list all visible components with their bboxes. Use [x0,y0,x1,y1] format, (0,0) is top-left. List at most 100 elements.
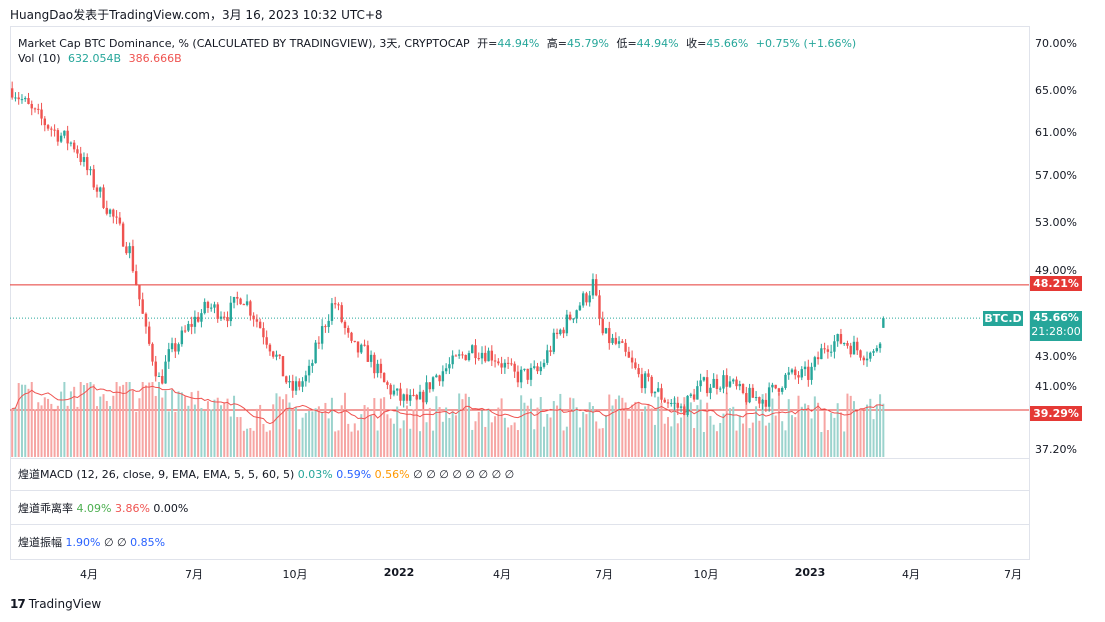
volume-bar [562,430,565,457]
volume-bar [539,397,542,457]
candle-body [236,296,239,299]
macd-value-2: 0.59% [336,468,372,481]
volume-bar [611,405,614,457]
candle-body [513,363,516,372]
pane-separator[interactable] [10,458,1029,459]
volume-bar [190,392,193,457]
volume-bar [79,382,82,457]
volume-bar [203,411,206,457]
candle-body [134,271,138,285]
pane-separator[interactable] [10,524,1029,525]
volume-bar [383,397,386,457]
volume-bar [158,382,161,457]
high-value: 45.79% [567,37,609,50]
candle-body [859,350,862,358]
volume-bar [174,411,177,457]
candle-body [539,366,542,372]
volume-bar [728,408,731,457]
candle-body [288,381,291,383]
candle-body [559,329,562,335]
candle-body [89,169,92,171]
deviation-value-2: 3.86% [114,502,150,515]
volume-bar [184,396,187,457]
low-value: 44.94% [636,37,679,50]
candle-body [673,402,676,404]
candle-body [294,381,298,391]
volume-bar [830,412,833,457]
candle-body [882,318,885,328]
volume-bar [122,384,125,457]
candle-body [735,379,738,387]
candle-body [474,345,477,359]
candle-body [660,388,663,400]
candle-body [787,372,790,375]
candle-body [167,349,170,362]
candle-body [585,293,588,303]
volume-bar [833,417,836,457]
volume-bar [422,395,425,457]
amplitude-indicator-legend[interactable]: 煌道振幅 1.90% ∅ ∅ 0.85% [18,534,165,550]
volume-bar [115,382,118,457]
volume-bar [389,418,392,457]
volume-bar [709,415,712,457]
volume-bar [386,414,389,457]
candle-body [360,344,363,353]
volume-bar [40,405,43,457]
publish-caption: HuangDao发表于TradingView.com，3月 16, 2023 1… [10,8,383,22]
volume-bar [66,405,69,457]
volume-bar [30,382,33,457]
candle-body [33,108,37,110]
candle-body [467,353,471,361]
volume-legend: Vol (10) 632.054B 386.666B [18,52,186,65]
y-tick: 53.00% [1035,216,1077,229]
candle-body [774,384,777,389]
candle-body [213,304,216,308]
amplitude-empty-values: ∅ ∅ [103,536,127,549]
volume-bar [556,405,559,457]
candle-body [170,343,174,350]
volume-bar [11,408,14,457]
volume-bar [210,409,213,457]
candle-body [196,316,200,322]
candle-body [415,395,418,400]
candle-body [519,369,523,383]
volume-bar [461,399,464,457]
candle-body [177,344,180,352]
volume-bar [76,406,79,457]
candle-body [425,382,428,403]
tv-logo-icon: 17 [10,597,26,611]
pane-separator[interactable] [10,490,1029,491]
candle-body [451,355,454,365]
series-title: Market Cap BTC Dominance, % (CALCULATED … [18,37,470,50]
candle-body [183,330,187,332]
deviation-indicator-legend[interactable]: 煌道乖离率 4.09% 3.86% 0.00% [18,500,188,516]
candle-body [454,355,458,357]
candle-body [252,315,255,320]
x-tick: 7月 [595,568,613,581]
volume-bar [637,402,640,457]
candle-body [555,332,559,335]
price-axis[interactable] [1029,26,1105,560]
volume-bar [285,394,288,457]
symbol-badge: BTC.D [983,311,1023,326]
y-tick: 65.00% [1035,84,1077,97]
volume-bar [673,397,676,457]
candle-body [121,223,125,247]
candle-body [232,296,236,303]
volume-bar [608,394,611,457]
volume-bar [324,402,327,457]
candle-body [856,341,859,351]
volume-value-2: 386.666B [128,52,182,65]
tradingview-logo[interactable]: 17 TradingView [10,597,101,611]
volume-bar [467,396,470,457]
macd-indicator-legend[interactable]: 煌道MACD (12, 26, close, 9, EMA, EMA, 5, 5… [18,466,514,482]
volume-bar [177,391,180,457]
candle-body [428,382,432,390]
volume-bar [693,428,696,457]
volume-bar [308,410,311,457]
candle-body [833,341,836,352]
candle-body [311,363,314,366]
volume-bar [317,406,320,457]
candle-body [356,341,360,353]
volume-bar [817,402,820,457]
